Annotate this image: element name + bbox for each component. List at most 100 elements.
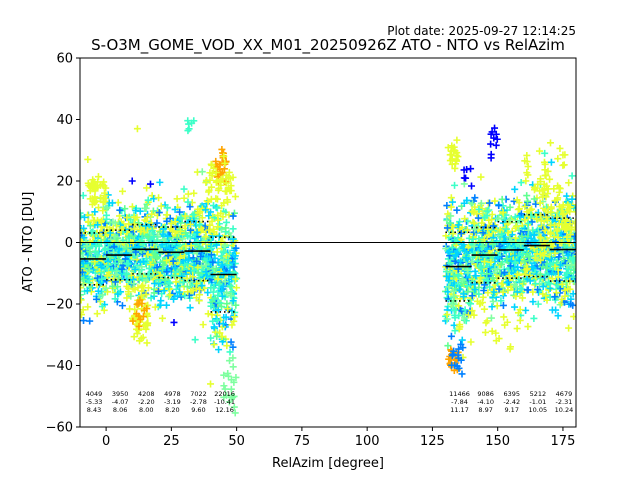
bin-std-label: 8.97 (478, 406, 492, 414)
data-point (215, 232, 223, 240)
data-point (523, 264, 531, 272)
data-point (445, 272, 453, 280)
data-point (180, 185, 188, 193)
data-point (486, 283, 494, 291)
data-point (470, 311, 478, 319)
data-point (467, 338, 475, 346)
data-point (546, 139, 554, 147)
data-point (540, 158, 548, 166)
data-point (468, 292, 476, 300)
data-point (209, 298, 217, 306)
data-point (207, 183, 215, 191)
data-point (570, 232, 576, 240)
data-point (567, 245, 575, 253)
data-point (536, 199, 544, 207)
data-point (211, 254, 219, 262)
data-point (86, 183, 94, 191)
data-point (80, 317, 88, 325)
data-point (112, 270, 120, 278)
data-point (512, 292, 520, 300)
data-point (184, 256, 192, 264)
data-point (220, 371, 228, 379)
data-point (94, 221, 102, 229)
y-tick-label: −60 (46, 421, 73, 436)
data-point (554, 233, 562, 241)
data-point (136, 296, 144, 304)
data-point (568, 195, 576, 203)
data-point (484, 225, 492, 233)
data-point (515, 276, 523, 284)
data-point (157, 297, 165, 305)
data-point (214, 186, 222, 194)
data-point (181, 212, 189, 220)
data-point (552, 306, 560, 314)
data-point (214, 223, 222, 231)
data-point (458, 336, 466, 344)
bin-count-label: 4208 (138, 390, 155, 398)
data-point (180, 194, 188, 202)
data-point (454, 271, 462, 279)
data-point (570, 313, 576, 321)
data-point (101, 192, 109, 200)
data-point (565, 179, 573, 187)
data-point (80, 276, 88, 284)
data-point (549, 259, 557, 267)
data-point (198, 282, 206, 290)
data-point (93, 310, 101, 318)
data-point (173, 195, 181, 203)
data-point (173, 292, 181, 300)
data-point (477, 173, 485, 181)
data-point (470, 242, 478, 250)
data-point (118, 302, 126, 310)
data-point (129, 317, 137, 325)
data-point (160, 261, 168, 269)
bin-std-label: 8.00 (139, 406, 153, 414)
data-point (184, 232, 192, 240)
data-point (230, 263, 238, 271)
data-point (457, 257, 465, 265)
data-point (485, 199, 493, 207)
data-point (205, 188, 213, 196)
data-point (103, 288, 111, 296)
data-point (219, 283, 227, 291)
data-point (104, 245, 112, 253)
data-point (492, 329, 500, 337)
data-point (541, 271, 549, 279)
data-point (466, 300, 474, 308)
data-point (457, 229, 465, 237)
bin-count-label: 6395 (503, 390, 520, 398)
data-point (444, 144, 452, 152)
data-point (110, 274, 118, 282)
data-point (91, 187, 99, 195)
data-point (460, 290, 468, 298)
data-point (122, 271, 130, 279)
data-point (222, 313, 230, 321)
data-point (461, 306, 469, 314)
data-point (471, 203, 479, 211)
data-point (499, 209, 507, 217)
data-point (133, 330, 141, 338)
data-point (88, 254, 96, 262)
data-point (497, 297, 505, 305)
data-point (475, 283, 483, 291)
bin-labels: 4049-5.338.43 3950-4.078.06 4208-2.208.00 4… (86, 390, 574, 414)
data-point (566, 220, 574, 228)
data-point (80, 306, 87, 314)
data-point (525, 257, 533, 265)
data-point (217, 209, 225, 217)
data-point (446, 219, 454, 227)
data-point (103, 215, 111, 223)
data-point (442, 245, 450, 253)
data-point (97, 217, 105, 225)
data-point (230, 317, 238, 325)
data-point (446, 247, 454, 255)
bin-std-label: 10.05 (529, 406, 548, 414)
data-point (455, 345, 463, 353)
data-point (491, 265, 499, 273)
data-point (138, 283, 146, 291)
data-point (457, 356, 465, 364)
data-point (219, 213, 227, 221)
data-point (227, 182, 235, 190)
data-point (222, 158, 230, 166)
data-point (572, 204, 576, 212)
